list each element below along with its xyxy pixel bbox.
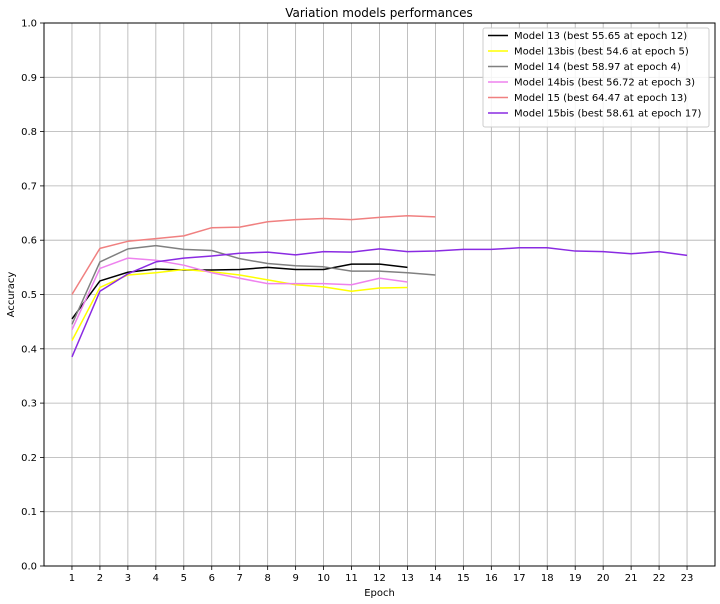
legend-label-5: Model 15 (best 64.47 at epoch 13)	[514, 93, 687, 104]
x-tick-label: 22	[653, 573, 666, 584]
x-tick-label: 14	[429, 573, 442, 584]
ticks: 1 2 3 4 5 6 7 8 9 10 11 12 13 14 15 16 17 18 19 20 21 22 230.0…	[21, 19, 693, 585]
chart-title: Variation models performances	[285, 6, 473, 20]
series-line-6	[71, 247, 688, 358]
series-line-2	[71, 268, 408, 341]
x-tick-label: 2	[97, 573, 103, 584]
x-tick-label: 19	[569, 573, 582, 584]
y-tick-label: 0.8	[21, 127, 37, 138]
series-line-1	[71, 263, 408, 320]
x-tick-label: 11	[345, 573, 358, 584]
x-tick-label: 7	[237, 573, 243, 584]
legend-label-1: Model 13 (best 55.65 at epoch 12)	[514, 31, 687, 42]
y-tick-label: 0.4	[21, 344, 37, 355]
y-tick-label: 0.0	[21, 562, 37, 573]
legend-label-6: Model 15bis (best 58.61 at epoch 17)	[514, 109, 702, 120]
x-tick-label: 3	[125, 573, 131, 584]
x-tick-label: 6	[209, 573, 215, 584]
x-tick-label: 13	[401, 573, 414, 584]
x-tick-label: 17	[513, 573, 526, 584]
x-tick-label: 5	[181, 573, 187, 584]
x-axis-label: Epoch	[364, 588, 395, 599]
x-tick-label: 23	[681, 573, 694, 584]
x-tick-label: 10	[317, 573, 330, 584]
y-tick-label: 0.6	[21, 236, 37, 247]
series-line-4	[71, 257, 408, 331]
x-tick-label: 4	[153, 573, 159, 584]
legend: Model 13 (best 55.65 at epoch 12) Model 1…	[482, 27, 710, 128]
y-tick-label: 1.0	[21, 19, 37, 30]
y-tick-label: 0.9	[21, 73, 37, 84]
x-tick-label: 1	[69, 573, 75, 584]
x-tick-label: 16	[485, 573, 498, 584]
y-axis-label: Accuracy	[6, 272, 17, 318]
x-tick-label: 12	[373, 573, 386, 584]
y-tick-label: 0.7	[21, 181, 37, 192]
x-tick-label: 9	[292, 573, 298, 584]
y-tick-label: 0.3	[21, 399, 37, 410]
y-tick-label: 0.2	[21, 453, 37, 464]
x-tick-label: 8	[264, 573, 270, 584]
y-tick-label: 0.5	[21, 290, 37, 301]
x-tick-label: 21	[625, 573, 638, 584]
legend-box	[482, 27, 710, 128]
legend-label-4: Model 14bis (best 56.72 at epoch 3)	[514, 78, 695, 89]
legend-label-2: Model 13bis (best 54.6 at epoch 5)	[514, 47, 689, 58]
series-line-3	[71, 244, 436, 325]
x-tick-label: 20	[597, 573, 610, 584]
grid	[44, 22, 715, 567]
x-tick-label: 18	[541, 573, 554, 584]
y-tick-label: 0.1	[21, 507, 37, 518]
series-line-5	[71, 215, 436, 295]
x-tick-label: 15	[457, 573, 470, 584]
legend-label-3: Model 14 (best 58.97 at epoch 4)	[514, 62, 681, 73]
series-layer	[71, 215, 688, 358]
